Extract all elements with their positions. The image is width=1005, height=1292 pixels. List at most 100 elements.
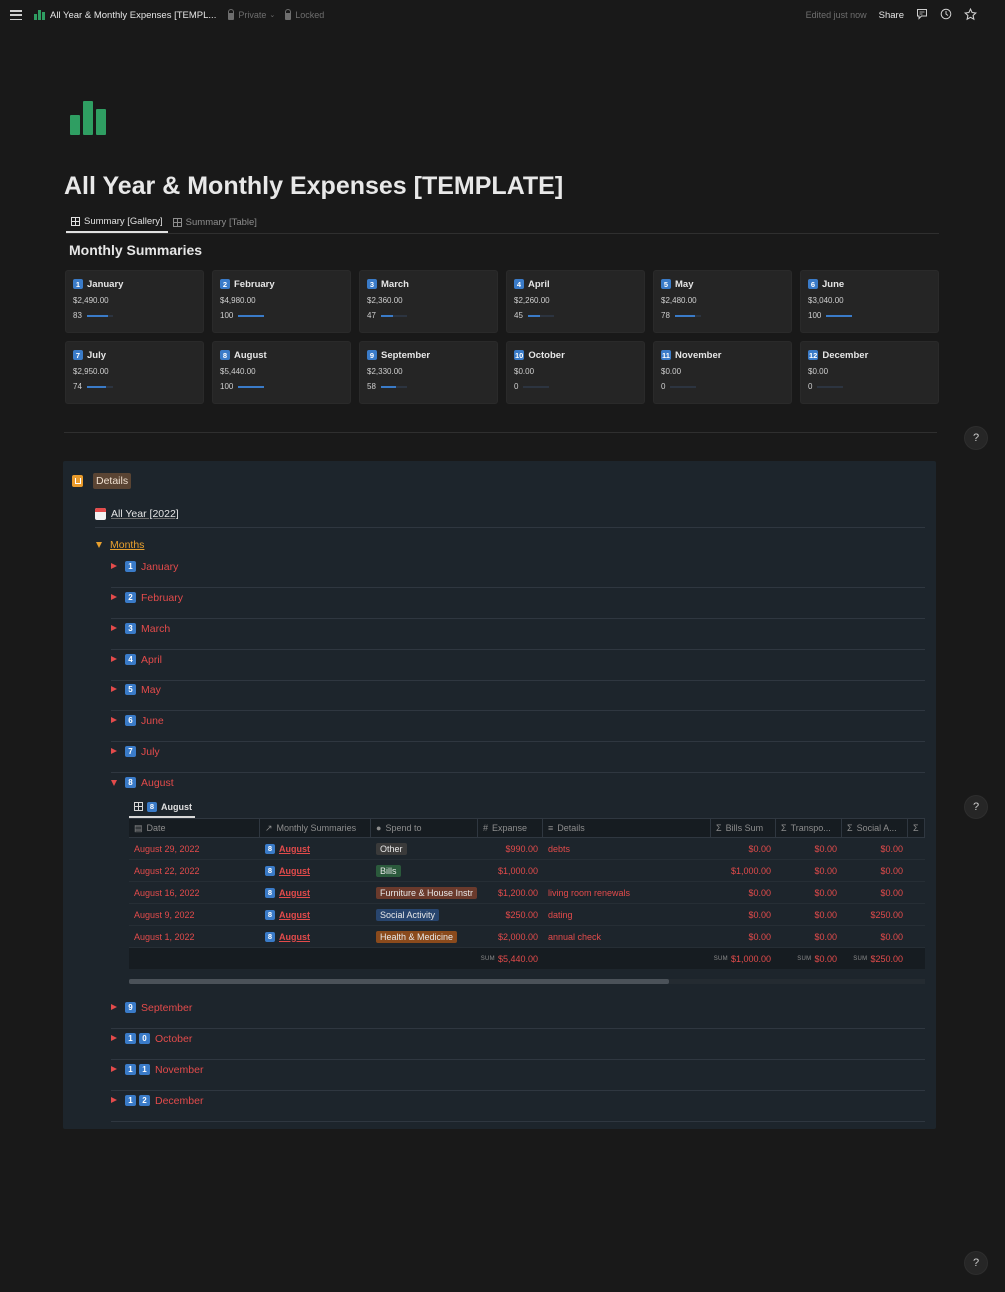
amount-cell[interactable]: $1,000.00 xyxy=(497,865,538,876)
share-button[interactable]: Share xyxy=(878,9,904,21)
table-row[interactable]: August 1, 2022 8 August Health & Medicine $2… xyxy=(129,926,925,948)
page-bar-chart-icon[interactable] xyxy=(70,101,112,135)
help-button[interactable]: ? xyxy=(965,427,987,449)
months-toggle[interactable]: Months xyxy=(96,539,144,551)
monthly-summary-cell[interactable]: 8 August xyxy=(260,838,371,859)
spend-to-cell[interactable]: Furniture & House Instr xyxy=(371,882,478,903)
table-row[interactable]: August 16, 2022 8 August Furniture & House … xyxy=(129,882,925,904)
monthly-summary-cell[interactable]: 8 August xyxy=(260,882,371,903)
summary-card-march[interactable]: 3 March $2,360.00 47 xyxy=(360,271,497,332)
summary-card-june[interactable]: 6 June $3,040.00 100 xyxy=(801,271,938,332)
amount-cell[interactable]: $1,200.00 xyxy=(497,887,538,898)
tab-august-table[interactable]: 8 August xyxy=(129,797,195,818)
details-cell[interactable]: living room renewals xyxy=(548,887,631,898)
month-toggle-december[interactable]: 1 2 December xyxy=(111,1091,925,1122)
monthly-summary-cell[interactable]: 8 August xyxy=(260,904,371,925)
help-button[interactable]: ? xyxy=(965,1252,987,1274)
spend-to-cell[interactable]: Social Activity xyxy=(371,904,478,925)
summary-card-december[interactable]: 12 December $0.00 0 xyxy=(801,342,938,403)
month-toggle-october[interactable]: 1 0 October xyxy=(111,1029,925,1060)
details-label[interactable]: Details xyxy=(93,473,132,489)
spend-to-cell[interactable]: Other xyxy=(371,838,478,859)
details-cell[interactable]: annual check xyxy=(548,931,602,942)
privacy-menu[interactable]: Private ⌄ xyxy=(228,8,275,20)
clock-icon[interactable] xyxy=(940,8,952,22)
relation-link[interactable]: August xyxy=(279,887,310,898)
month-toggle-june[interactable]: 6 June xyxy=(111,711,925,742)
spend-to-cell[interactable]: Bills xyxy=(371,860,478,881)
column-header[interactable]: ↗ Monthly Summaries xyxy=(260,819,371,837)
date-cell[interactable]: August 1, 2022 xyxy=(134,931,195,942)
column-header[interactable]: Σ Social A... xyxy=(842,819,908,837)
month-toggle-april[interactable]: 4 April xyxy=(111,650,925,681)
month-toggle-november[interactable]: 1 1 November xyxy=(111,1060,925,1091)
column-header[interactable]: ▤ Date xyxy=(129,819,260,837)
details-cell[interactable]: debts xyxy=(548,843,571,854)
monthly-summary-cell[interactable]: 8 August xyxy=(260,926,371,947)
summary-card-november[interactable]: 11 November $0.00 0 xyxy=(654,342,791,403)
relation-link[interactable]: August xyxy=(279,909,310,920)
locked-indicator[interactable]: Locked xyxy=(285,8,325,20)
details-cell[interactable] xyxy=(543,860,711,881)
spend-to-cell[interactable]: Health & Medicine xyxy=(371,926,478,947)
date-cell[interactable]: August 22, 2022 xyxy=(134,865,200,876)
card-progress: 0 xyxy=(661,382,784,391)
breadcrumb-page-title[interactable]: All Year & Monthly Expenses [TEMPL... xyxy=(50,9,217,21)
column-header[interactable]: Σ Bills Sum xyxy=(711,819,776,837)
card-month-name: May xyxy=(675,278,694,290)
table-row[interactable]: August 29, 2022 8 August Other $990.00 debts $… xyxy=(129,838,925,860)
column-header[interactable]: # Expanse xyxy=(478,819,543,837)
amount-cell[interactable]: $2,000.00 xyxy=(497,931,538,942)
column-header[interactable]: Σ Transpo... xyxy=(776,819,842,837)
help-button[interactable]: ? xyxy=(965,796,987,818)
summary-card-february[interactable]: 2 February $4,980.00 100 xyxy=(213,271,350,332)
horizontal-scrollbar[interactable] xyxy=(129,979,925,984)
star-icon[interactable] xyxy=(963,7,978,23)
month-toggle-july[interactable]: 7 July xyxy=(111,742,925,773)
amount-cell[interactable]: $990.00 xyxy=(505,843,538,854)
relation-link[interactable]: August xyxy=(279,865,310,876)
summary-card-september[interactable]: 9 September $2,330.00 58 xyxy=(360,342,497,403)
month-toggle-september[interactable]: 9 September xyxy=(111,998,925,1029)
column-label: Details xyxy=(557,823,585,833)
toggle-closed-icon xyxy=(111,1097,117,1103)
tab-summary-gallery[interactable]: Summary [Gallery] xyxy=(66,212,168,233)
date-cell[interactable]: August 16, 2022 xyxy=(134,887,200,898)
month-toggle-march[interactable]: 3 March xyxy=(111,619,925,650)
locked-label: Locked xyxy=(295,10,325,20)
details-cell[interactable]: dating xyxy=(548,909,573,920)
card-progress: 58 xyxy=(367,382,490,391)
summary-card-october[interactable]: 10 October $0.00 0 xyxy=(507,342,644,403)
relation-link[interactable]: August xyxy=(279,931,310,942)
number-badge: 4 xyxy=(125,654,136,665)
month-toggle-february[interactable]: 2 February xyxy=(111,588,925,619)
scrollbar-thumb[interactable] xyxy=(129,979,669,984)
monthly-summary-cell[interactable]: 8 August xyxy=(260,860,371,881)
page-title[interactable]: All Year & Monthly Expenses [TEMPLATE] xyxy=(64,172,564,200)
amount-cell[interactable]: $250.00 xyxy=(505,909,538,920)
progress-value: 100 xyxy=(808,311,822,320)
table-row[interactable]: August 9, 2022 8 August Social Activity $250… xyxy=(129,904,925,926)
all-year-link[interactable]: All Year [2022] xyxy=(95,508,925,528)
progress-fill xyxy=(380,314,394,317)
column-header[interactable]: ● Spend to xyxy=(371,819,478,837)
month-toggle-january[interactable]: 1 January xyxy=(111,557,925,588)
tab-summary-table[interactable]: Summary [Table] xyxy=(168,212,262,233)
date-cell[interactable]: August 9, 2022 xyxy=(134,909,195,920)
summary-card-may[interactable]: 5 May $2,480.00 78 xyxy=(654,271,791,332)
month-name: June xyxy=(141,715,164,727)
summary-card-july[interactable]: 7 July $2,950.00 74 xyxy=(66,342,203,403)
date-cell[interactable]: August 29, 2022 xyxy=(134,843,200,854)
table-row[interactable]: August 22, 2022 8 August Bills $1,000.00 $1,0… xyxy=(129,860,925,882)
comment-icon[interactable] xyxy=(916,8,928,22)
summary-card-january[interactable]: 1 January $2,490.00 83 xyxy=(66,271,203,332)
summary-card-april[interactable]: 4 April $2,260.00 45 xyxy=(507,271,644,332)
month-toggle-may[interactable]: 5 May xyxy=(111,680,925,711)
column-header[interactable]: Σ xyxy=(908,819,925,837)
month-toggle-august[interactable]: 8 August xyxy=(111,773,925,795)
column-header[interactable]: ≡ Details xyxy=(543,819,711,837)
relation-link[interactable]: August xyxy=(279,843,310,854)
calendar-icon: ▤ xyxy=(134,822,143,833)
summary-card-august[interactable]: 8 August $5,440.00 100 xyxy=(213,342,350,403)
menu-icon[interactable] xyxy=(10,10,22,20)
